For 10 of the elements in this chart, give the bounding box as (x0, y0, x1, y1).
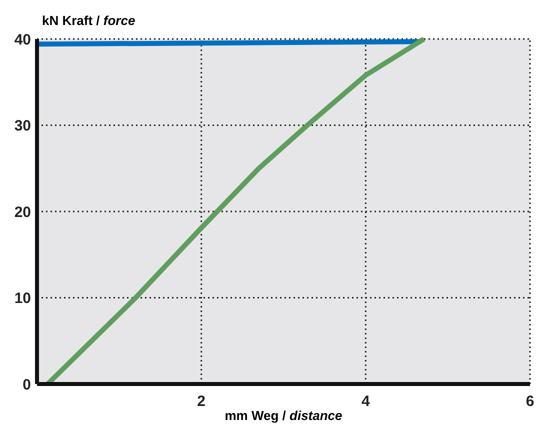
x-tick-label: 6 (526, 393, 534, 410)
x-tick-label: 4 (361, 393, 370, 410)
x-tick-label: 2 (197, 393, 206, 410)
y-axis-title: kN Kraft / force (42, 13, 136, 28)
x-axis-title: mm Weg / distance (224, 408, 342, 423)
y-tick-label: 20 (14, 204, 31, 221)
y-tick-label: 10 (14, 290, 31, 307)
y-tick-label: 40 (14, 31, 31, 48)
y-tick-label: 30 (14, 118, 31, 134)
y-tick-label: 0 (22, 376, 31, 394)
